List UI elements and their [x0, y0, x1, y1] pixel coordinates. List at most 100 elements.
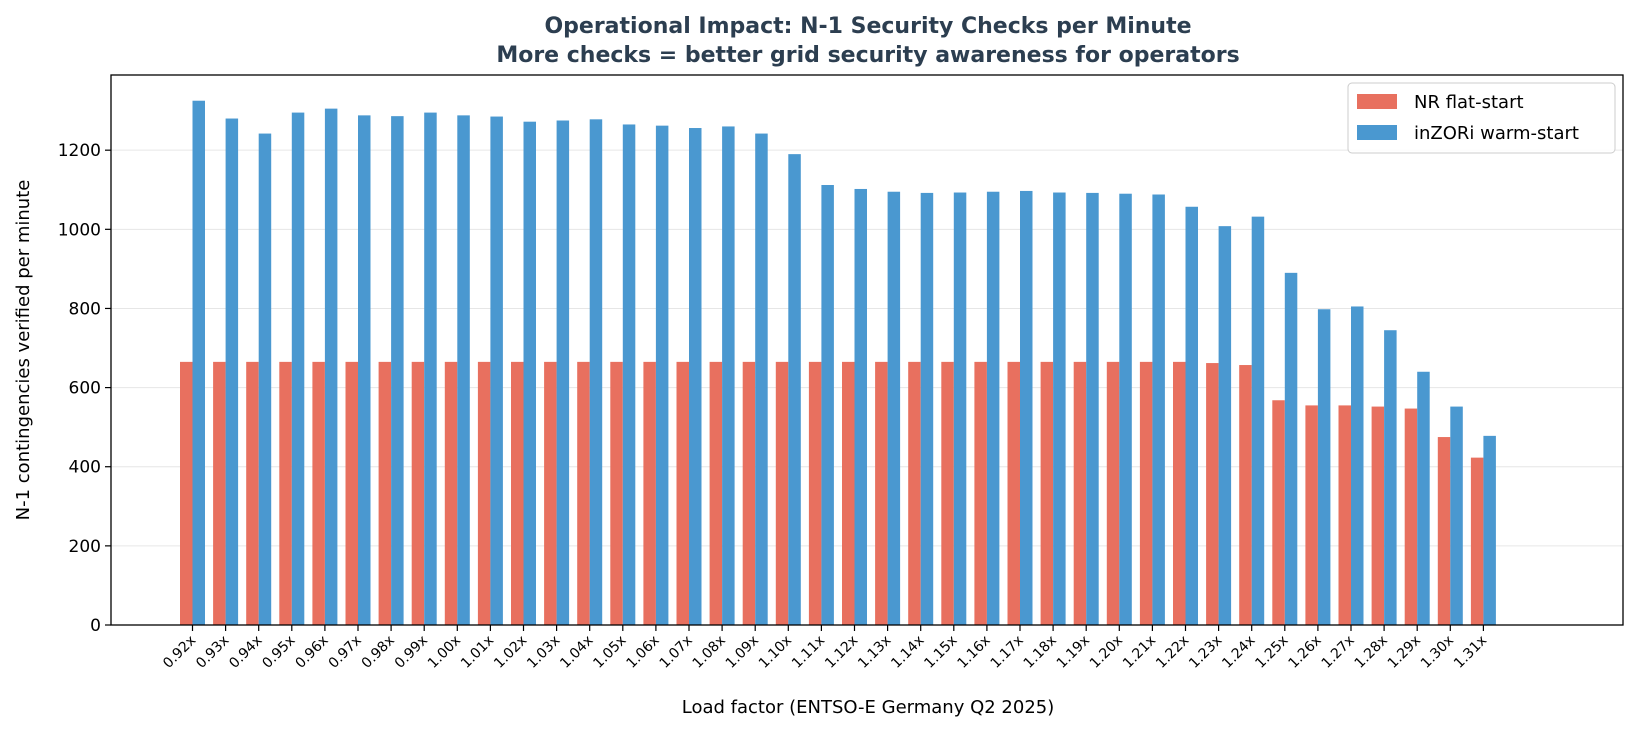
- x-tick-label: 1.15x: [921, 633, 960, 672]
- x-tick-label: 0.94x: [226, 633, 265, 672]
- bar-inzori-warm-start: [689, 128, 702, 625]
- y-axis-label: N-1 contingencies verified per minute: [13, 180, 34, 521]
- bar-nr-flat-start: [544, 361, 557, 625]
- legend-box: [1347, 82, 1616, 154]
- y-tick-label: 200: [69, 537, 101, 557]
- bar-nr-flat-start: [444, 361, 458, 625]
- bar-nr-flat-start: [1139, 361, 1153, 625]
- bar-inzori-warm-start: [192, 100, 205, 626]
- bar-nr-flat-start: [1338, 405, 1351, 625]
- bar-inzori-warm-start: [225, 118, 239, 625]
- x-tick-label: 1.14x: [888, 633, 927, 672]
- bar-inzori-warm-start: [920, 192, 934, 625]
- bar-nr-flat-start: [1371, 406, 1385, 625]
- bar-nr-flat-start: [1007, 361, 1020, 625]
- x-tick-label: 1.11x: [789, 633, 828, 672]
- bar-nr-flat-start: [378, 361, 392, 625]
- bar-inzori-warm-start: [490, 116, 503, 626]
- x-tick-label: 1.19x: [1054, 633, 1093, 672]
- x-tick-label: 1.31x: [1451, 633, 1490, 672]
- bar-nr-flat-start: [411, 361, 425, 625]
- bar-inzori-warm-start: [1020, 190, 1033, 625]
- y-axis-ticks: 0 200 400 600 800 1000 1200: [58, 141, 111, 636]
- bar-inzori-warm-start: [457, 115, 470, 626]
- bar-inzori-warm-start: [887, 191, 901, 626]
- bar-inzori-warm-start: [1384, 330, 1397, 625]
- bar-nr-flat-start: [1206, 363, 1219, 625]
- bar-nr-flat-start: [709, 361, 723, 625]
- bar-inzori-warm-start: [986, 191, 1000, 626]
- x-tick-label: 0.92x: [160, 633, 199, 672]
- x-tick-label: 1.09x: [723, 633, 762, 672]
- bar-nr-flat-start: [1106, 361, 1120, 625]
- bar-inzori-warm-start: [953, 192, 967, 625]
- legend-swatch-inzori-warm-start: [1357, 125, 1397, 140]
- bar-nr-flat-start: [808, 361, 822, 625]
- bar-nr-flat-start: [941, 361, 954, 625]
- x-tick-label: 1.24x: [1219, 633, 1258, 672]
- bar-inzori-warm-start: [1218, 226, 1232, 625]
- plot-area-frame: [110, 74, 1624, 626]
- bar-inzori-warm-start: [622, 124, 636, 626]
- x-tick-label: 1.18x: [1021, 633, 1060, 672]
- bar-nr-flat-start: [1173, 361, 1186, 625]
- x-tick-label: 0.96x: [293, 633, 332, 672]
- x-tick-label: 1.10x: [756, 633, 795, 672]
- bar-inzori-warm-start: [755, 133, 768, 625]
- bar-inzori-warm-start: [1053, 192, 1066, 625]
- bar-inzori-warm-start: [1317, 309, 1331, 625]
- bar-inzori-warm-start: [391, 116, 404, 626]
- bar-nr-flat-start: [246, 361, 259, 625]
- legend-swatch-nr-flat-start: [1357, 94, 1397, 109]
- x-axis-ticks: 0.92x0.93x0.94x0.95x0.96x0.97x0.98x0.99x…: [160, 625, 1490, 672]
- bar-inzori-warm-start: [1483, 435, 1496, 625]
- x-tick-label: 0.95x: [259, 633, 298, 672]
- chart-subtitle: More checks = better grid security aware…: [496, 43, 1239, 68]
- x-tick-label: 1.17x: [988, 633, 1027, 672]
- bar-nr-flat-start: [610, 361, 623, 625]
- x-tick-label: 0.93x: [193, 633, 232, 672]
- bar-inzori-warm-start: [854, 188, 867, 625]
- y-tick-label: 800: [69, 299, 101, 319]
- x-tick-label: 1.07x: [657, 633, 696, 672]
- x-tick-label: 1.05x: [590, 633, 629, 672]
- chart-title: Operational Impact: N-1 Security Checks …: [544, 14, 1191, 39]
- bar-nr-flat-start: [842, 361, 855, 625]
- bar-nr-flat-start: [1404, 408, 1418, 625]
- bar-nr-flat-start: [1437, 437, 1451, 625]
- x-tick-label: 1.06x: [624, 633, 663, 672]
- x-tick-label: 1.25x: [1252, 633, 1291, 672]
- bar-nr-flat-start: [1239, 365, 1252, 625]
- bar-inzori-warm-start: [1284, 272, 1298, 625]
- bar-inzori-warm-start: [722, 126, 735, 625]
- bar-inzori-warm-start: [523, 121, 536, 625]
- bar-nr-flat-start: [312, 361, 325, 625]
- x-tick-label: 1.01x: [458, 633, 497, 672]
- x-tick-label: 0.97x: [326, 633, 365, 672]
- bar-inzori-warm-start: [358, 115, 371, 626]
- y-tick-label: 1000: [58, 220, 101, 240]
- x-tick-label: 1.13x: [855, 633, 894, 672]
- x-tick-label: 1.02x: [491, 633, 530, 672]
- x-axis-label: Load factor (ENTSO-E Germany Q2 2025): [682, 697, 1055, 718]
- x-tick-label: 1.20x: [1087, 633, 1126, 672]
- bar-inzori-warm-start: [1450, 406, 1463, 625]
- bar-inzori-warm-start: [291, 112, 305, 626]
- y-tick-label: 0: [90, 616, 101, 636]
- bar-inzori-warm-start: [1417, 371, 1430, 625]
- bar-inzori-warm-start: [556, 120, 570, 625]
- legend-label-nr-flat-start: NR flat-start: [1414, 92, 1524, 113]
- x-tick-label: 1.00x: [425, 633, 464, 672]
- bar-inzori-warm-start: [1185, 206, 1198, 625]
- x-tick-label: 1.23x: [1186, 633, 1225, 672]
- y-tick-label: 400: [69, 458, 101, 478]
- x-tick-label: 1.29x: [1385, 633, 1424, 672]
- bar-inzori-warm-start: [1119, 193, 1132, 625]
- bar-inzori-warm-start: [1152, 194, 1165, 625]
- bar-nr-flat-start: [875, 361, 888, 625]
- x-tick-label: 1.08x: [690, 633, 729, 672]
- bar-inzori-warm-start: [1351, 306, 1364, 625]
- bar-nr-flat-start: [1470, 457, 1484, 625]
- bar-nr-flat-start: [180, 361, 193, 625]
- bar-inzori-warm-start: [258, 133, 272, 625]
